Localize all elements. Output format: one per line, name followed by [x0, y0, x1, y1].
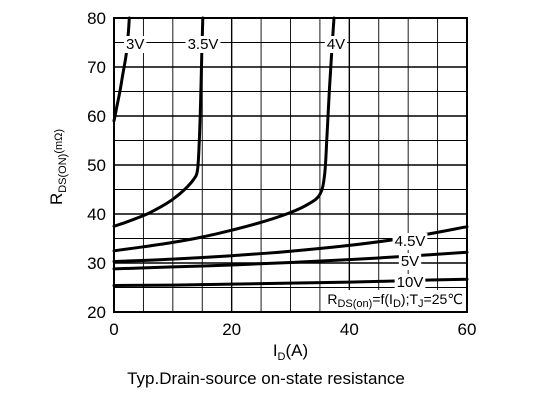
y-axis-title: RDS(ON)(mΩ) — [47, 129, 69, 205]
y-tick-label: 70 — [87, 58, 106, 77]
series-label-5V: 5V — [401, 253, 419, 270]
series-line-3V — [112, 16, 131, 123]
series-line-4V — [112, 16, 336, 253]
series-label-3_5V: 3.5V — [188, 36, 219, 53]
series-label-4V: 4V — [327, 36, 345, 53]
condition-note-text: RDS(on)=f(ID);TJ=25℃ — [327, 291, 463, 310]
chart-caption: Typ.Drain-source on-state resistance — [127, 369, 405, 388]
series-label-background — [392, 233, 428, 250]
note-tail: =25℃ — [424, 291, 463, 307]
plot-frame — [113, 17, 468, 313]
y-tick-label: 80 — [87, 9, 106, 28]
y-tick-label: 60 — [87, 107, 106, 126]
note-r: R — [327, 291, 337, 307]
series-label-10V: 10V — [397, 274, 424, 291]
x-axis-title: ID(A) — [273, 341, 308, 363]
y-axis-title-sub: DS(ON) — [57, 154, 69, 193]
curve-layer: 3V 3.5V 4V 4.5V 5V 10V — [112, 16, 469, 291]
note-eq: =f(I — [372, 291, 393, 307]
x-axis-title-unit: (A) — [286, 341, 309, 360]
series-label-3V: 3V — [126, 36, 144, 53]
x-axis-title-main: I — [273, 341, 278, 360]
y-tick-label: 30 — [87, 254, 106, 273]
note-t-sub: J — [418, 298, 424, 310]
condition-note-background — [324, 290, 465, 311]
note-i-sub: D — [393, 298, 401, 310]
series-label-4_5V: 4.5V — [395, 233, 426, 250]
x-axis-title-sub: D — [278, 351, 286, 363]
note-mid: );T — [401, 291, 419, 307]
y-tick-label: 40 — [87, 205, 106, 224]
series-line-3_5V — [112, 16, 205, 228]
x-tick-label: 0 — [109, 320, 118, 339]
x-tick-label: 40 — [340, 320, 359, 339]
x-tick-label: 60 — [458, 320, 477, 339]
note-r-sub: DS(on) — [337, 298, 372, 310]
series-label-background — [394, 274, 426, 291]
series-label-background — [398, 253, 422, 270]
condition-note: RDS(on)=f(ID);TJ=25℃ — [324, 290, 465, 311]
y-axis-title-unit: (mΩ) — [53, 129, 65, 154]
y-tick-label: 50 — [87, 156, 106, 175]
y-axis-title-main: R — [47, 193, 66, 205]
y-tick-label: 20 — [87, 303, 106, 322]
x-tick-label: 20 — [222, 320, 241, 339]
series-label-background — [124, 36, 147, 53]
series-label-background — [185, 36, 221, 53]
series-label-background — [324, 36, 348, 53]
